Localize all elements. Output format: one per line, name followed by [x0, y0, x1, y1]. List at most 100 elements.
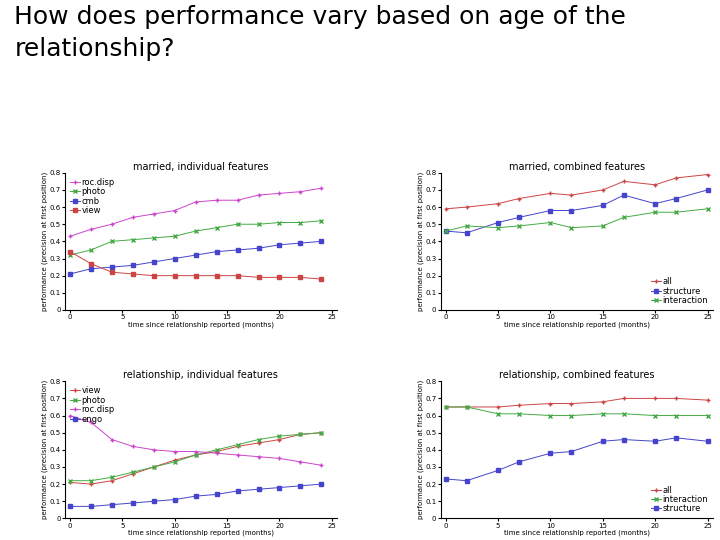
Line: structure: structure: [444, 436, 709, 482]
view: [317, 276, 325, 282]
all: [619, 395, 628, 402]
photo: [86, 247, 95, 253]
view: [129, 470, 138, 477]
all: [598, 399, 607, 405]
photo: [212, 447, 221, 453]
structure: [494, 467, 503, 474]
engo: [254, 486, 263, 492]
structure: [515, 214, 523, 221]
Legend: all, interaction, structure: all, interaction, structure: [649, 485, 708, 514]
all: [546, 400, 555, 407]
Line: roc.disp: roc.disp: [68, 414, 323, 467]
cmb: [212, 248, 221, 255]
engo: [86, 503, 95, 510]
engo: [233, 488, 242, 494]
Legend: view, photo, roc.disp, engo: view, photo, roc.disp, engo: [69, 386, 115, 424]
engo: [275, 484, 284, 491]
cmb: [296, 240, 305, 246]
roc.disp: [296, 458, 305, 465]
interaction: [494, 410, 503, 417]
photo: [317, 218, 325, 224]
Line: photo: photo: [68, 431, 323, 482]
structure: [703, 187, 712, 193]
structure: [598, 202, 607, 208]
Line: photo: photo: [68, 219, 323, 257]
Y-axis label: performance (precision at first position): performance (precision at first position…: [42, 172, 48, 311]
interaction: [441, 228, 450, 234]
engo: [192, 493, 200, 500]
photo: [129, 469, 138, 475]
cmb: [317, 238, 325, 245]
Line: view: view: [68, 431, 323, 486]
roc.disp: [296, 188, 305, 195]
cmb: [254, 245, 263, 252]
interaction: [651, 209, 660, 215]
structure: [515, 458, 523, 465]
Line: cmb: cmb: [68, 240, 323, 276]
engo: [66, 503, 74, 510]
roc.disp: [171, 448, 179, 455]
interaction: [703, 413, 712, 419]
roc.disp: [107, 221, 116, 227]
interaction: [515, 410, 523, 417]
Y-axis label: performance (precision at first position): performance (precision at first position…: [42, 380, 48, 519]
all: [672, 395, 680, 402]
interaction: [598, 410, 607, 417]
structure: [462, 477, 471, 484]
view: [296, 274, 305, 281]
cmb: [66, 271, 74, 277]
Line: interaction: interaction: [444, 405, 709, 417]
all: [515, 402, 523, 408]
structure: [619, 436, 628, 443]
photo: [107, 474, 116, 481]
roc.disp: [212, 197, 221, 204]
Line: roc.disp: roc.disp: [68, 186, 323, 238]
all: [567, 192, 576, 198]
structure: [619, 192, 628, 198]
structure: [651, 438, 660, 444]
photo: [233, 441, 242, 448]
cmb: [192, 252, 200, 258]
interaction: [462, 222, 471, 229]
photo: [86, 477, 95, 484]
all: [494, 200, 503, 207]
photo: [212, 225, 221, 231]
roc.disp: [212, 450, 221, 456]
roc.disp: [86, 419, 95, 426]
X-axis label: time since relationship reported (months): time since relationship reported (months…: [128, 321, 274, 328]
view: [212, 448, 221, 455]
interaction: [598, 222, 607, 229]
all: [441, 404, 450, 410]
all: [619, 178, 628, 185]
photo: [192, 452, 200, 458]
structure: [567, 207, 576, 214]
interaction: [546, 413, 555, 419]
photo: [129, 237, 138, 243]
X-axis label: time since relationship reported (months): time since relationship reported (months…: [128, 530, 274, 536]
all: [546, 190, 555, 197]
view: [86, 260, 95, 267]
view: [171, 272, 179, 279]
structure: [651, 200, 660, 207]
roc.disp: [66, 233, 74, 239]
structure: [703, 438, 712, 444]
structure: [567, 448, 576, 455]
photo: [254, 221, 263, 227]
Y-axis label: performance (precision at first position): performance (precision at first position…: [417, 380, 424, 519]
roc.disp: [275, 455, 284, 462]
roc.disp: [107, 436, 116, 443]
structure: [672, 195, 680, 202]
engo: [212, 491, 221, 498]
engo: [317, 481, 325, 488]
view: [275, 436, 284, 443]
Title: married, individual features: married, individual features: [133, 162, 269, 172]
view: [317, 429, 325, 436]
cmb: [150, 259, 158, 265]
structure: [494, 219, 503, 226]
roc.disp: [150, 447, 158, 453]
interaction: [619, 214, 628, 221]
structure: [546, 450, 555, 456]
view: [150, 464, 158, 470]
X-axis label: time since relationship reported (months): time since relationship reported (months…: [504, 321, 649, 328]
photo: [66, 252, 74, 258]
